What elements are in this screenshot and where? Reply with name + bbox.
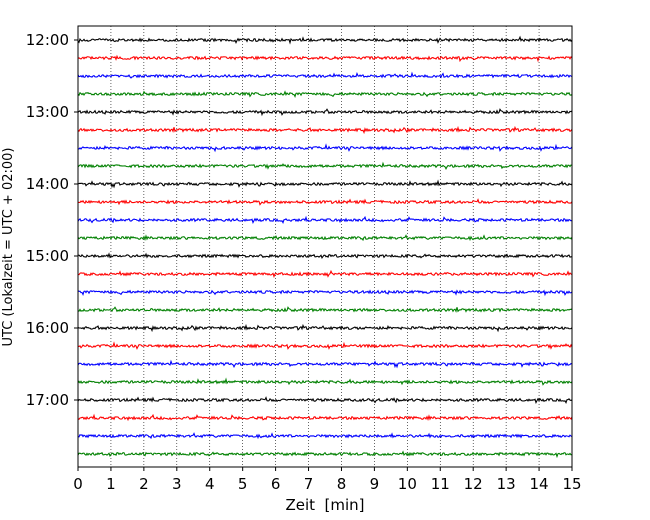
trace-1545: [77, 306, 573, 313]
trace-1230: [77, 71, 573, 79]
trace-1700: [77, 396, 573, 405]
trace-1515: [77, 269, 573, 279]
trace-1315: [77, 125, 573, 135]
x-tick-label: 0: [73, 475, 83, 493]
x-tick-label: 8: [337, 475, 347, 493]
y-tick-label: 14:00: [26, 175, 69, 193]
trace-1730: [77, 432, 573, 440]
y-axis-ticks: 12:00 13:00 14:00 15:00 16:00 17:00: [26, 31, 78, 409]
x-axis-ticks: 0 1 2 3 4 5 6 7 8 9 10 11 12 13 14 15: [73, 467, 582, 493]
trace-1600: [77, 323, 573, 333]
trace-1345: [77, 161, 573, 171]
y-axis-label: UTC (Lokalzeit = UTC + 02:00): [1, 148, 16, 347]
trace-1745: [77, 450, 573, 459]
trace-1400: [77, 179, 573, 189]
x-tick-label: 1: [106, 475, 116, 493]
trace-1615: [77, 341, 573, 350]
x-tick-label: 4: [205, 475, 215, 493]
trace-1645: [77, 377, 573, 386]
seismic-traces: [77, 35, 573, 459]
trace-1445: [77, 234, 573, 242]
trace-1430: [77, 215, 573, 225]
trace-1500: [77, 252, 573, 260]
x-tick-label: 14: [530, 475, 549, 493]
x-tick-label: 7: [304, 475, 314, 493]
trace-1200: [77, 35, 573, 45]
x-tick-label: 13: [497, 475, 516, 493]
trace-1630: [77, 359, 573, 369]
y-tick-label: 16:00: [26, 319, 69, 337]
trace-1330: [77, 143, 573, 153]
x-tick-label: 3: [172, 475, 182, 493]
y-tick-label: 17:00: [26, 391, 69, 409]
x-tick-label: 11: [431, 475, 450, 493]
y-tick-label: 12:00: [26, 31, 69, 49]
plot-frame: [77, 25, 573, 468]
trace-1300: [77, 108, 573, 117]
x-axis-label: Zeit [min]: [285, 496, 364, 514]
trace-1215: [77, 54, 573, 63]
x-tick-label: 12: [464, 475, 483, 493]
y-tick-label: 13:00: [26, 103, 69, 121]
trace-1415: [77, 198, 573, 206]
x-tick-label: 10: [398, 475, 417, 493]
trace-1715: [77, 413, 573, 422]
y-tick-label: 15:00: [26, 247, 69, 265]
x-tick-label: 2: [139, 475, 149, 493]
x-tick-label: 15: [562, 475, 581, 493]
x-tick-label: 6: [271, 475, 281, 493]
x-tick-label: 9: [370, 475, 380, 493]
trace-1245: [77, 90, 573, 98]
x-tick-label: 5: [238, 475, 248, 493]
trace-1530: [77, 289, 573, 297]
